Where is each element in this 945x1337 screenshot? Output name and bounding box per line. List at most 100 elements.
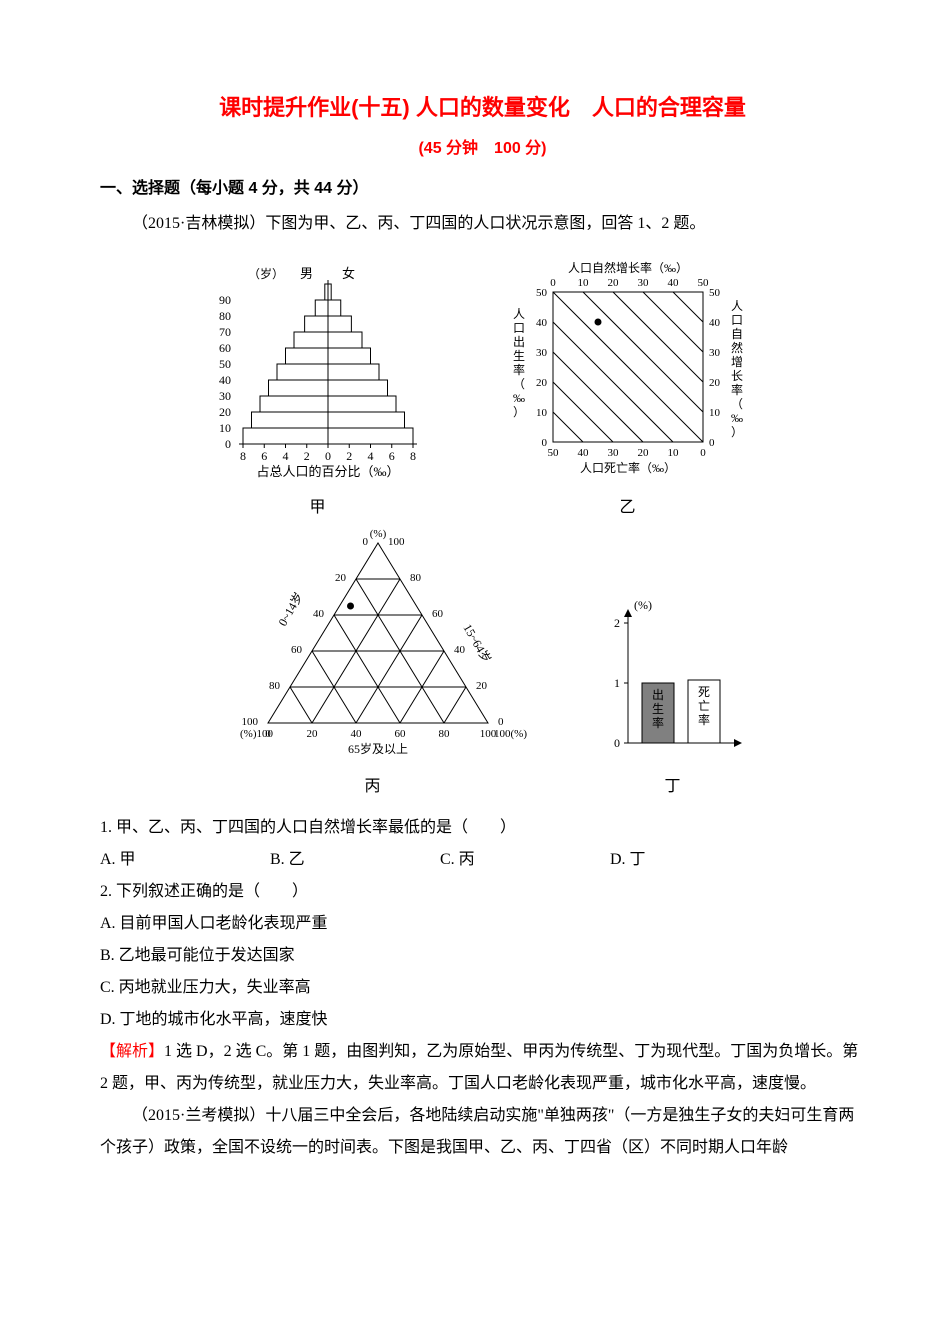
svg-text:10: 10 (219, 421, 231, 435)
q1-opt-b: B. 乙 (270, 844, 440, 876)
svg-text:90: 90 (219, 293, 231, 307)
svg-text:60: 60 (291, 644, 303, 656)
svg-text:人口自然增长率（‰）: 人口自然增长率（‰） (567, 260, 687, 275)
figure-bing-label: 丙 (208, 772, 538, 796)
figure-ding-label: 丁 (588, 772, 758, 796)
figures-top-row: 1020304050607080900（岁）男女864202468占总人口的百分… (100, 254, 865, 517)
svg-text:10: 10 (577, 277, 589, 289)
svg-text:40: 40 (313, 608, 325, 620)
svg-text:2: 2 (346, 449, 352, 463)
q1-options: A. 甲 B. 乙 C. 丙 D. 丁 (100, 844, 865, 876)
svg-text:20: 20 (607, 277, 619, 289)
q1-opt-d: D. 丁 (610, 844, 780, 876)
svg-text:20: 20 (637, 447, 649, 459)
q2-opt-b: B. 乙地最可能位于发达国家 (100, 940, 865, 972)
svg-text:6: 6 (388, 449, 394, 463)
svg-text:60: 60 (219, 341, 231, 355)
svg-text:出: 出 (651, 688, 663, 702)
svg-text:40: 40 (709, 317, 721, 329)
svg-text:100: 100 (241, 716, 258, 728)
figures-bottom-row: 0100020802040604060406080208010001000~14… (100, 523, 865, 796)
svg-text:(%): (%) (369, 528, 386, 540)
svg-text:65岁及以上: 65岁及以上 (347, 741, 407, 756)
svg-text:男: 男 (300, 266, 313, 281)
chart-square: 01020304050人口自然增长率（‰）0102030405001020304… (483, 254, 773, 484)
svg-text:人: 人 (730, 299, 742, 313)
svg-text:）: ） (730, 425, 742, 439)
svg-text:30: 30 (709, 347, 721, 359)
chart-ternary: 0100020802040604060406080208010001000~14… (208, 523, 538, 763)
q2-opt-c: C. 丙地就业压力大，失业率高 (100, 972, 865, 1004)
q2-opt-d: D. 丁地的城市化水平高，速度快 (100, 1004, 865, 1036)
svg-text:30: 30 (219, 389, 231, 403)
svg-text:20: 20 (709, 377, 721, 389)
analysis-text: 1 选 D，2 选 C。第 1 题，由图判知，乙为原始型、甲丙为传统型、丁为现代… (100, 1043, 858, 1092)
svg-text:30: 30 (536, 347, 548, 359)
svg-text:率: 率 (512, 362, 524, 377)
svg-text:10: 10 (536, 407, 548, 419)
svg-text:80: 80 (438, 728, 450, 740)
svg-text:0: 0 (614, 736, 620, 750)
svg-text:100(%): 100(%) (494, 728, 527, 740)
svg-text:口: 口 (512, 321, 524, 335)
svg-text:1: 1 (614, 676, 620, 690)
figure-bing: 0100020802040604060406080208010001000~14… (208, 523, 538, 796)
svg-text:（岁）: （岁） (248, 266, 284, 281)
intro-q1-2: （2015·吉林模拟）下图为甲、乙、丙、丁四国的人口状况示意图，回答 1、2 题… (100, 208, 865, 240)
q2-opt-a: A. 目前甲国人口老龄化表现严重 (100, 908, 865, 940)
q2-text: 2. 下列叙述正确的是（ ） (100, 876, 865, 908)
svg-text:生: 生 (512, 349, 524, 363)
intro-q3: （2015·兰考模拟）十八届三中全会后，各地陆续启动实施"单独两孩"（一方是独生… (100, 1100, 865, 1164)
svg-text:（: （ (730, 397, 742, 411)
svg-text:40: 40 (350, 728, 362, 740)
svg-text:女: 女 (342, 266, 355, 281)
svg-text:）: ） (512, 405, 524, 419)
svg-text:增: 增 (730, 355, 742, 369)
svg-text:40: 40 (219, 373, 231, 387)
svg-text:长: 长 (730, 369, 742, 383)
page-subtitle: (45 分钟 100 分) (100, 134, 865, 158)
svg-text:8: 8 (410, 449, 416, 463)
svg-text:50: 50 (536, 287, 548, 299)
svg-text:0: 0 (325, 449, 331, 463)
svg-text:出: 出 (512, 335, 524, 349)
svg-text:10: 10 (667, 447, 679, 459)
svg-text:50: 50 (709, 287, 721, 299)
svg-text:20: 20 (335, 572, 347, 584)
svg-text:15~64岁: 15~64岁 (460, 621, 494, 665)
analysis-label: 【解析】 (100, 1043, 164, 1060)
svg-text:0: 0 (700, 447, 706, 459)
svg-text:亡: 亡 (697, 699, 709, 713)
chart-pyramid: 1020304050607080900（岁）男女864202468占总人口的百分… (193, 254, 443, 484)
svg-text:80: 80 (269, 680, 281, 692)
chart-bar: 012(%)出生率死亡率 (588, 583, 758, 763)
svg-text:0: 0 (550, 277, 556, 289)
svg-text:0: 0 (225, 437, 231, 451)
svg-text:50: 50 (219, 357, 231, 371)
svg-text:80: 80 (410, 572, 422, 584)
svg-text:50: 50 (697, 277, 709, 289)
svg-text:人: 人 (512, 307, 524, 321)
svg-text:率: 率 (651, 715, 663, 730)
svg-text:80: 80 (219, 309, 231, 323)
svg-text:10: 10 (709, 407, 721, 419)
svg-text:0: 0 (709, 437, 715, 449)
q1-opt-c: C. 丙 (440, 844, 610, 876)
svg-text:然: 然 (730, 340, 742, 355)
svg-text:(%)100: (%)100 (240, 728, 273, 740)
svg-text:‰: ‰ (731, 411, 743, 425)
svg-text:40: 40 (667, 277, 679, 289)
figure-yi: 01020304050人口自然增长率（‰）0102030405001020304… (483, 254, 773, 517)
svg-text:8: 8 (240, 449, 246, 463)
svg-text:率: 率 (730, 382, 742, 397)
figure-ding: 012(%)出生率死亡率 丁 (588, 583, 758, 796)
svg-text:率: 率 (697, 712, 709, 727)
svg-text:口: 口 (730, 313, 742, 327)
svg-text:70: 70 (219, 325, 231, 339)
svg-text:占总人口的百分比（‰）: 占总人口的百分比（‰） (256, 464, 399, 479)
svg-text:0~14岁: 0~14岁 (274, 589, 305, 628)
section-1-header: 一、选择题（每小题 4 分，共 44 分） (100, 174, 865, 198)
svg-text:人口死亡率（‰）: 人口死亡率（‰） (579, 460, 675, 475)
svg-text:0: 0 (498, 716, 504, 728)
svg-text:20: 20 (536, 377, 548, 389)
